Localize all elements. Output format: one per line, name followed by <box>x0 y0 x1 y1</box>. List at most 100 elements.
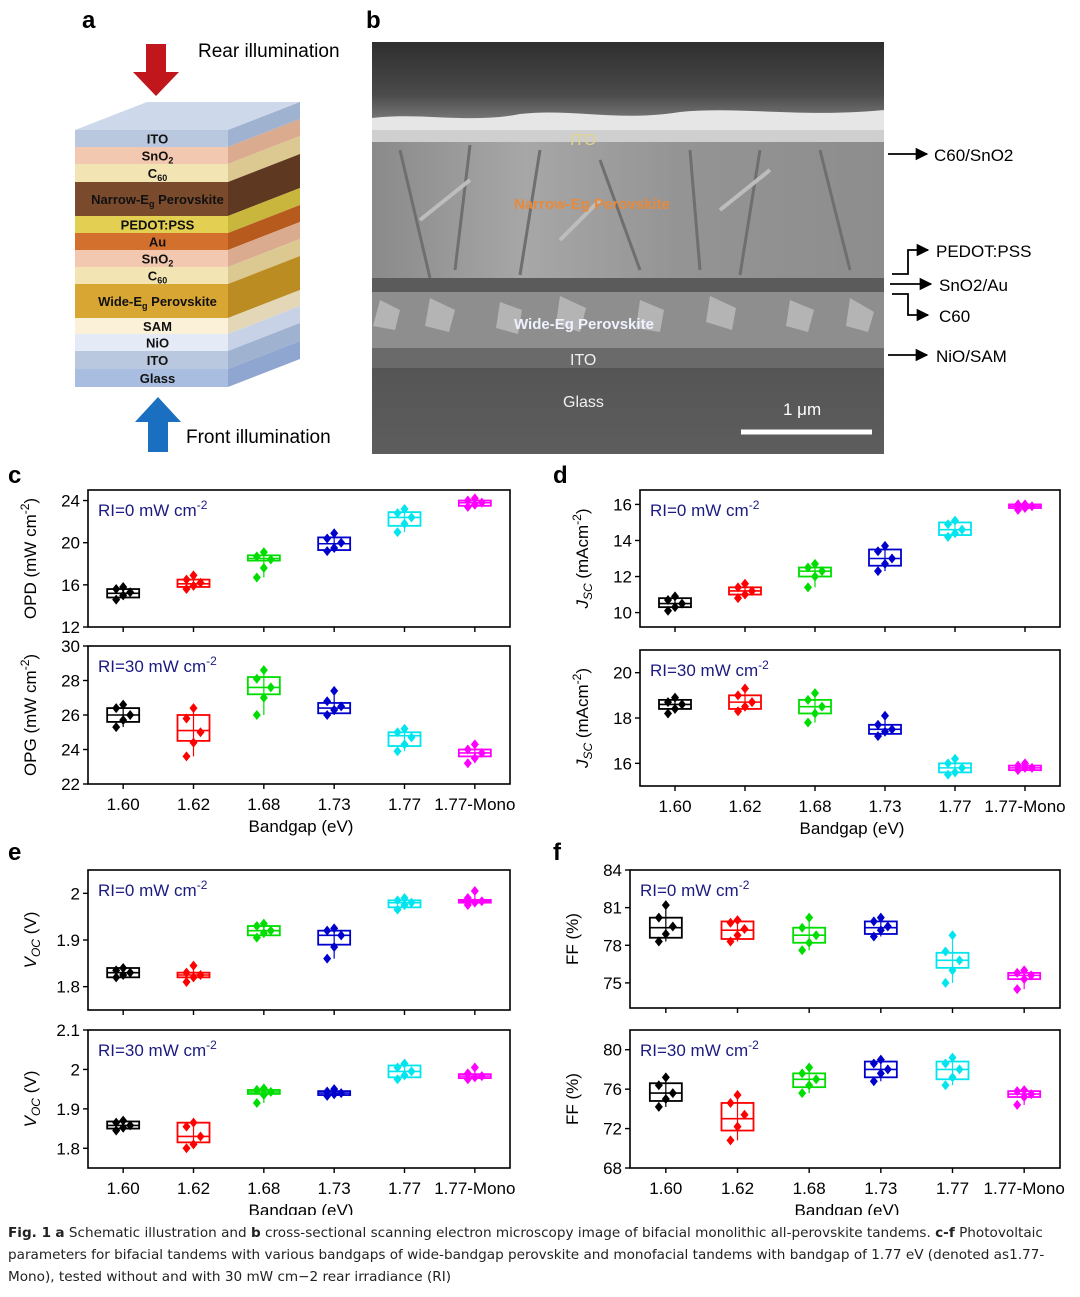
data-point <box>876 912 885 923</box>
data-point <box>818 701 826 712</box>
data-point <box>1013 984 1022 995</box>
data-point <box>671 602 679 613</box>
data-point <box>126 967 135 978</box>
data-point <box>330 942 339 952</box>
chart-e-bottom: 1.8 1.9 2 2.1 VOC (V) RI=30 mW cm-2 1.60 1.62 1.… <box>21 1021 515 1215</box>
data-point <box>112 584 121 595</box>
data-point <box>874 546 882 557</box>
y-tick-label: 1.9 <box>56 1100 80 1119</box>
y-tick-label: 14 <box>613 531 632 550</box>
box-1.60 <box>106 581 141 605</box>
data-point <box>944 758 952 769</box>
box-1.60 <box>106 963 141 983</box>
subplot-subtitle: RI=30 mW cm-2 <box>640 1038 759 1060</box>
box-1.62 <box>728 578 762 604</box>
data-point <box>671 591 679 602</box>
data-point <box>726 917 735 928</box>
x-tick-label: 1.62 <box>177 1179 210 1198</box>
data-point <box>948 930 957 941</box>
data-point <box>664 605 672 616</box>
x-tick-label: 1.73 <box>868 797 901 816</box>
data-point <box>119 699 128 710</box>
y-tick-label: 1.8 <box>56 1139 80 1158</box>
box-1.62 <box>728 683 762 717</box>
layer-side-7 <box>228 239 300 284</box>
y-axis-label: JSC (mAcm-2) <box>570 668 595 769</box>
data-point <box>734 582 742 593</box>
data-point <box>812 1074 821 1085</box>
box-1.73 <box>868 540 902 577</box>
data-point <box>733 1090 742 1101</box>
data-point <box>804 562 812 573</box>
data-point <box>951 767 959 778</box>
data-point <box>337 701 346 712</box>
data-point <box>470 886 479 896</box>
x-tick-label: 1.77 <box>936 1179 969 1198</box>
y-tick-label: 84 <box>603 861 622 880</box>
box-1.60 <box>658 692 692 719</box>
layer-side-5 <box>228 205 300 250</box>
data-point <box>196 577 205 588</box>
data-point <box>407 512 416 523</box>
data-point <box>883 1064 892 1075</box>
layer-side-10 <box>228 306 300 351</box>
data-point <box>951 515 959 526</box>
data-point <box>112 1125 121 1136</box>
data-point <box>876 925 885 936</box>
data-point <box>400 739 409 750</box>
data-point <box>798 922 807 933</box>
box-1.68 <box>246 918 281 943</box>
y-tick-label: 1.9 <box>56 931 80 950</box>
data-point <box>259 928 268 938</box>
data-point <box>804 582 812 593</box>
box-1.77 <box>938 515 972 542</box>
data-point <box>323 925 332 936</box>
caption-b: b <box>250 1225 261 1241</box>
box-1.77 <box>935 1052 970 1091</box>
chart-d-bottom: 16 18 20 JSC (mAcm-2) RI=30 mW cm-2 1.60 1.62 1… <box>570 649 1066 838</box>
data-point <box>463 1074 472 1085</box>
data-point <box>811 558 819 569</box>
y-tick-label: 1.8 <box>56 978 80 997</box>
panel-b-sem: b ITO Narrow-Eg Perovskite Wide-Eg Perov… <box>366 7 1031 454</box>
subplot-subtitle: RI=0 mW cm-2 <box>98 878 208 900</box>
data-point <box>259 918 268 929</box>
subplot-subtitle: RI=30 mW cm-2 <box>98 654 217 676</box>
panel-a-label: a <box>82 7 96 34</box>
data-point <box>119 1122 128 1133</box>
data-point <box>189 703 198 714</box>
data-point <box>734 690 742 701</box>
box-1.68 <box>792 912 827 956</box>
data-point <box>400 1070 409 1081</box>
x-tick-label: 1.73 <box>318 795 351 814</box>
data-point <box>741 701 749 712</box>
x-tick-label: 1.77-Mono <box>434 795 515 814</box>
layer-label-11: ITO <box>147 353 168 368</box>
box-1.62 <box>176 703 211 762</box>
data-point <box>664 708 672 719</box>
box-1.68 <box>792 1062 827 1099</box>
data-point <box>330 1089 339 1100</box>
data-point <box>1013 967 1022 978</box>
data-point <box>1020 1085 1029 1096</box>
data-point <box>393 895 402 906</box>
data-point <box>196 727 205 738</box>
data-point <box>330 542 339 553</box>
data-point <box>733 1121 742 1132</box>
data-point <box>189 570 198 581</box>
plot-frame <box>87 489 511 628</box>
layer-front-9 <box>75 318 228 334</box>
data-point <box>126 1120 135 1131</box>
box-1.62 <box>720 1090 755 1146</box>
chart-f-bottom: 68 72 76 80 FF (%) RI=30 mW cm-2 1.60 1.62 1.68 1… <box>563 1029 1065 1215</box>
data-point <box>463 744 472 755</box>
y-tick-label: 24 <box>61 492 80 511</box>
data-point <box>400 518 409 529</box>
box-1.77-Mono <box>1008 499 1042 515</box>
layer-label-1: SnO2 <box>142 149 174 166</box>
data-point <box>668 921 677 932</box>
data-point <box>804 717 812 728</box>
data-point <box>393 746 402 757</box>
data-point <box>811 571 819 582</box>
data-point <box>741 589 749 600</box>
